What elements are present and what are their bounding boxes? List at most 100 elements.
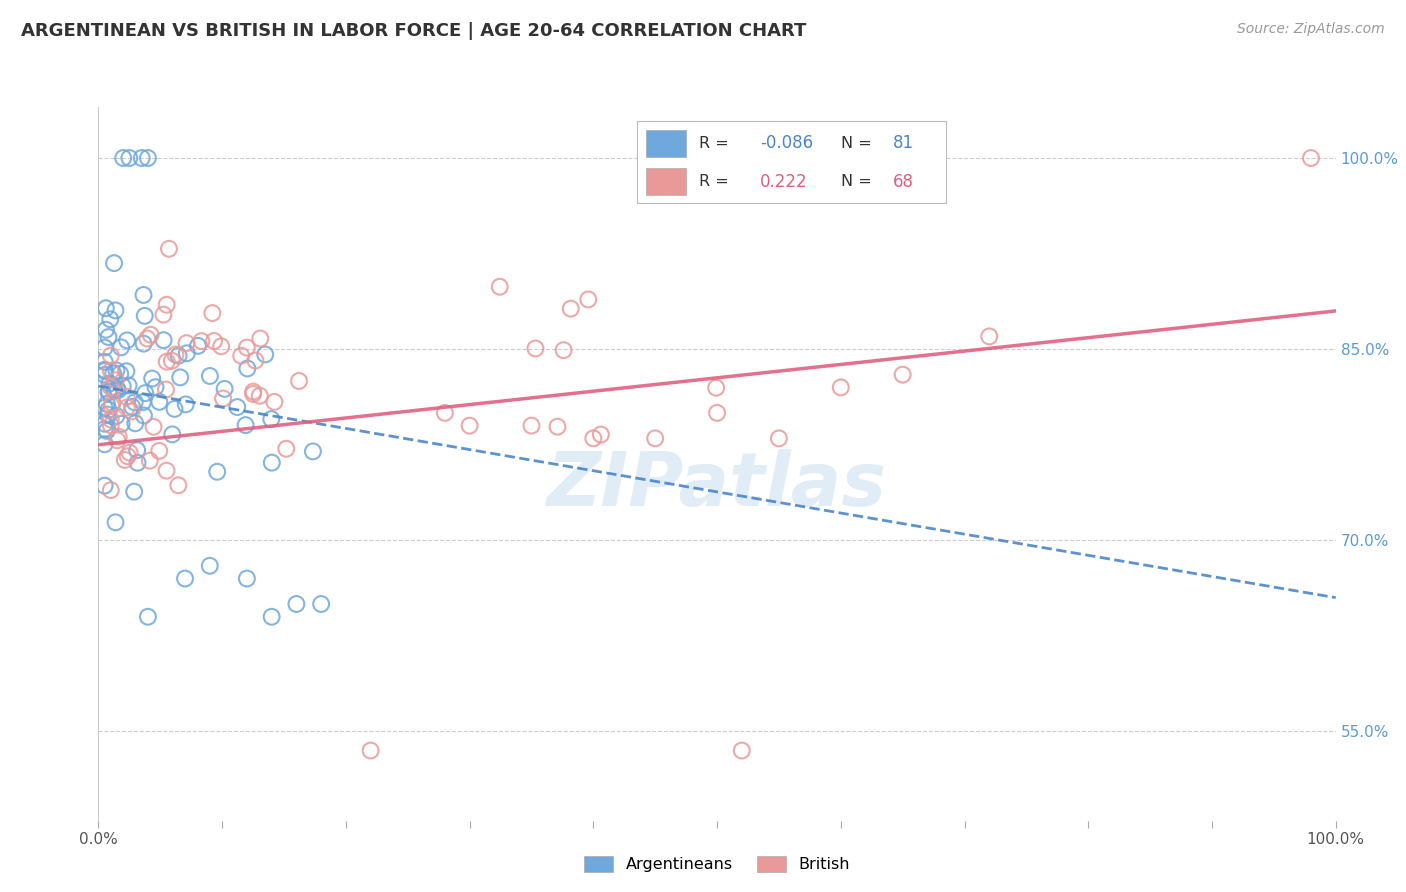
Point xyxy=(553,343,575,358)
Point xyxy=(576,293,599,307)
Point xyxy=(152,308,174,322)
Point xyxy=(100,364,122,378)
Point xyxy=(288,374,311,388)
Point xyxy=(127,443,149,458)
Point xyxy=(139,327,162,342)
Point xyxy=(136,609,159,624)
Point xyxy=(104,516,127,530)
Point xyxy=(115,364,138,378)
Point xyxy=(93,479,115,493)
Point xyxy=(276,442,298,456)
Point xyxy=(589,427,612,442)
Text: 68: 68 xyxy=(893,173,914,191)
Point xyxy=(187,339,209,353)
Point xyxy=(156,354,179,368)
Point xyxy=(141,371,163,385)
Point xyxy=(132,409,155,423)
Point xyxy=(103,256,125,270)
Text: 0.222: 0.222 xyxy=(761,173,808,191)
Point xyxy=(458,418,481,433)
Point xyxy=(115,401,138,415)
Point xyxy=(160,353,183,368)
Point xyxy=(704,381,727,395)
Point xyxy=(111,417,134,431)
Point xyxy=(93,362,115,376)
Point xyxy=(98,312,121,326)
Point xyxy=(176,336,198,351)
Point xyxy=(148,395,170,409)
Point xyxy=(101,396,124,410)
Point xyxy=(124,417,146,431)
Point xyxy=(830,380,852,394)
Text: N =: N = xyxy=(841,136,877,151)
Point xyxy=(110,367,132,381)
Point xyxy=(236,572,259,586)
Point xyxy=(152,333,174,347)
Text: ARGENTINEAN VS BRITISH IN LABOR FORCE | AGE 20-64 CORRELATION CHART: ARGENTINEAN VS BRITISH IN LABOR FORCE | … xyxy=(21,22,807,40)
Point xyxy=(97,402,120,417)
Point xyxy=(174,397,197,411)
Point xyxy=(560,301,582,316)
Point xyxy=(93,422,115,436)
Point xyxy=(97,408,120,422)
Point xyxy=(139,453,162,467)
Point xyxy=(121,404,143,418)
Point xyxy=(360,743,382,757)
Point xyxy=(93,364,115,378)
Point xyxy=(260,609,283,624)
Point xyxy=(105,382,128,396)
Point xyxy=(263,395,285,409)
Point xyxy=(167,349,190,363)
Point xyxy=(231,349,253,363)
Point xyxy=(132,336,155,351)
Point xyxy=(169,370,191,384)
Point xyxy=(94,323,117,337)
Point xyxy=(236,341,259,355)
Point xyxy=(201,306,224,320)
Text: R =: R = xyxy=(699,136,734,151)
Point xyxy=(198,558,221,573)
Point xyxy=(112,151,135,165)
Point xyxy=(236,361,259,376)
Point xyxy=(242,387,264,401)
Point xyxy=(167,478,190,492)
Point xyxy=(131,151,153,165)
Point xyxy=(433,406,456,420)
Point xyxy=(122,484,145,499)
Point xyxy=(93,437,115,451)
Point xyxy=(104,373,127,387)
Point xyxy=(117,449,139,463)
Point xyxy=(115,334,138,348)
Point xyxy=(260,412,283,426)
Point xyxy=(100,349,122,363)
Point xyxy=(162,427,184,442)
Point xyxy=(260,456,283,470)
Point xyxy=(105,363,128,377)
Point xyxy=(127,456,149,470)
Point xyxy=(235,418,257,433)
Point xyxy=(212,392,235,406)
Point xyxy=(100,418,122,433)
Point xyxy=(100,483,122,497)
Point xyxy=(309,597,332,611)
Point xyxy=(582,431,605,445)
Point xyxy=(115,390,138,404)
Point xyxy=(98,385,121,400)
Point xyxy=(98,376,121,391)
Point xyxy=(644,431,666,445)
Point xyxy=(93,401,115,415)
Point xyxy=(488,279,510,293)
Text: R =: R = xyxy=(699,174,734,189)
Point xyxy=(209,339,232,353)
Point xyxy=(132,288,155,302)
Point xyxy=(226,400,249,414)
Point xyxy=(520,418,543,433)
Point xyxy=(132,395,155,409)
Point xyxy=(174,572,197,586)
Point xyxy=(190,334,212,348)
Point xyxy=(118,446,141,460)
Point xyxy=(706,406,728,420)
FancyBboxPatch shape xyxy=(645,168,686,195)
Point xyxy=(103,367,125,381)
Point xyxy=(285,597,308,611)
